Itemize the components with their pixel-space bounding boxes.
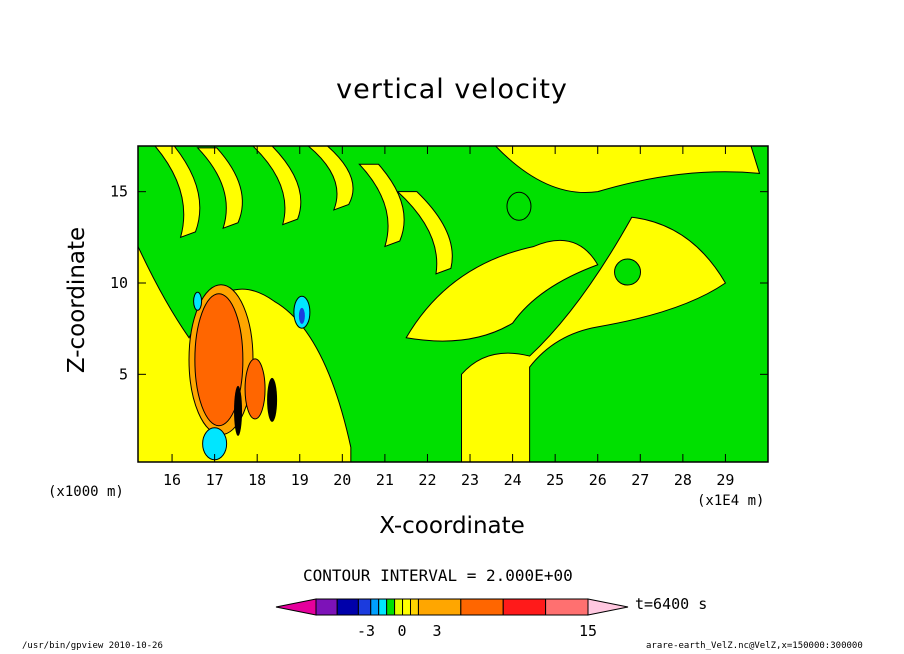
x-tick-label: 16 <box>163 471 181 489</box>
y-tick-label: 10 <box>110 274 128 292</box>
contour-interval-label: CONTOUR INTERVAL = 2.000E+00 <box>303 566 573 585</box>
positive-region-top <box>494 146 761 193</box>
dense-contours-2 <box>234 385 243 436</box>
z-unit-note: (x1000 m) <box>48 484 124 500</box>
colorbar-label: 3 <box>432 622 441 640</box>
updraft-cell-2 <box>244 358 266 420</box>
upper-band-3 <box>307 146 354 211</box>
footer-left: /usr/bin/gpview 2010-10-26 <box>22 641 163 651</box>
positive-region-mid <box>405 239 599 342</box>
colorbar-box <box>545 598 589 616</box>
colorbar-arrow-left <box>275 598 317 616</box>
colorbar-box <box>402 598 411 616</box>
footer-right: arare-earth_VelZ.nc@VelZ,x=150000:300000 <box>646 641 863 651</box>
x-tick-label: 25 <box>546 471 564 489</box>
colorbar-box <box>502 598 547 616</box>
x-tick-label: 17 <box>206 471 224 489</box>
x-tick-label: 26 <box>589 471 607 489</box>
colorbar-box <box>357 598 372 616</box>
positive-region-right <box>461 216 727 462</box>
upper-band-0 <box>154 146 201 239</box>
colorbar-label: -3 <box>357 622 375 640</box>
y-axis-label: Z-coordinate <box>64 226 90 374</box>
colorbar-box <box>386 598 396 616</box>
x-unit-note: (x1E4 m) <box>697 493 765 509</box>
x-tick-label: 20 <box>333 471 351 489</box>
upper-band-1 <box>196 147 243 230</box>
chart-title: vertical velocity <box>336 74 568 105</box>
colorbar-box <box>315 598 338 616</box>
upper-band-2 <box>252 146 302 226</box>
x-tick-label: 22 <box>418 471 436 489</box>
green-island <box>614 258 642 286</box>
colorbar-box <box>394 598 404 616</box>
x-axis-label: X-coordinate <box>379 513 525 539</box>
x-tick-label: 23 <box>461 471 479 489</box>
contour-fills <box>138 146 761 462</box>
y-tick-label: 5 <box>119 365 128 383</box>
downdraft-upper-core <box>298 307 305 324</box>
colorbar-box <box>370 598 380 616</box>
dense-contours-1 <box>267 377 278 422</box>
downdraft-small <box>193 291 203 311</box>
x-tick-label: 21 <box>376 471 394 489</box>
x-tick-label: 28 <box>674 471 692 489</box>
x-tick-label: 27 <box>631 471 649 489</box>
colorbar-box <box>409 598 419 616</box>
x-tick-label: 19 <box>291 471 309 489</box>
updraft-core <box>194 293 244 427</box>
green-island-2 <box>506 191 532 221</box>
x-tick-label: 18 <box>248 471 266 489</box>
time-label: t=6400 s <box>635 595 708 613</box>
upper-band-5 <box>396 191 453 275</box>
upper-band-4 <box>358 163 405 248</box>
colorbar-arrow-right <box>587 598 629 616</box>
plot-frame <box>137 145 769 463</box>
y-tick-label: 15 <box>110 183 128 201</box>
colorbar-box <box>417 598 462 616</box>
colorbar-box <box>460 598 504 616</box>
colorbar-label: 15 <box>579 622 597 640</box>
x-tick-label: 29 <box>716 471 734 489</box>
colorbar-label: 0 <box>397 622 406 640</box>
colorbar-box <box>336 598 359 616</box>
x-tick-label: 24 <box>504 471 522 489</box>
colorbar-box <box>378 598 388 616</box>
